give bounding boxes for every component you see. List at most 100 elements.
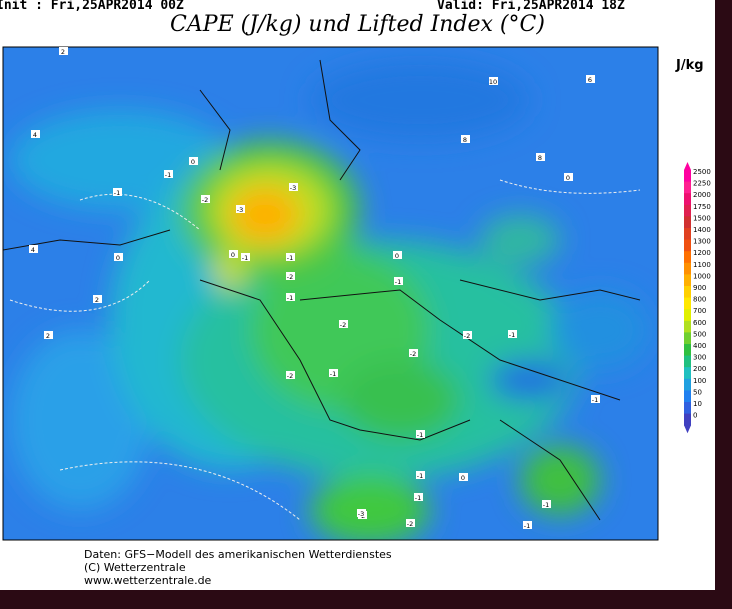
- contour-label: 0: [231, 251, 235, 259]
- colorbar-swatch: [684, 297, 691, 310]
- contour-label-bg: [286, 253, 295, 261]
- colorbar-swatch: [684, 251, 691, 264]
- colorbar-swatch: [684, 239, 691, 252]
- contour-label: -3: [237, 206, 243, 214]
- colorbar-swatch: [684, 413, 691, 426]
- colorbar-label: 800: [693, 296, 706, 304]
- contour-label-bg: [286, 371, 295, 379]
- contour-label: 2: [46, 332, 50, 340]
- colorbar-swatch: [684, 181, 691, 194]
- contour-label-bg: [508, 330, 517, 338]
- contour-label-bg: [461, 135, 470, 143]
- contour-label-bg: [236, 205, 245, 213]
- contour-label-bg: [414, 493, 423, 501]
- contour-label: -2: [340, 321, 346, 329]
- contour-label-bg: [536, 153, 545, 161]
- colorbar-label: 400: [693, 342, 706, 350]
- colorbar-label: 900: [693, 284, 706, 292]
- contour-label-bg: [29, 245, 38, 253]
- contour-label-bg: [113, 188, 122, 196]
- contour-label-bg: [229, 250, 238, 258]
- init-time: Init : Fri,25APR2014 00Z: [0, 0, 184, 13]
- colorbar-label: 1400: [693, 226, 711, 234]
- colorbar-label: 1300: [693, 238, 711, 246]
- contour-label-bg: [489, 77, 498, 85]
- contour-label-bg: [357, 509, 366, 517]
- colorbar-label: 1200: [693, 249, 711, 257]
- contour-label-bg: [523, 521, 532, 529]
- contour-label-bg: [339, 320, 348, 328]
- colorbar-label: 200: [693, 365, 706, 373]
- contour-label: -3: [358, 510, 364, 518]
- contour-label-bg: [409, 349, 418, 357]
- contour-label: -1: [543, 501, 549, 509]
- colorbar-swatch: [684, 170, 691, 183]
- contour-label: -1: [395, 278, 401, 286]
- contour-label: -1: [415, 494, 421, 502]
- contour-label: -2: [410, 350, 416, 358]
- colorbar-swatch: [684, 216, 691, 229]
- border-strip: [0, 590, 732, 609]
- contour-label-bg: [201, 195, 210, 203]
- colorbar-label: 1750: [693, 203, 711, 211]
- contour-label: 0: [566, 174, 570, 182]
- contour-label-bg: [416, 471, 425, 479]
- contour-label: 2: [95, 296, 99, 304]
- contour-label: 4: [31, 246, 35, 254]
- border-strip: [715, 0, 732, 609]
- colorbar-label: 100: [693, 377, 706, 385]
- contour-label-bg: [586, 75, 595, 83]
- colorbar-label: 0: [693, 412, 697, 420]
- contour-label-bg: [31, 130, 40, 138]
- contour-label-bg: [286, 293, 295, 301]
- contour-label-bg: [329, 369, 338, 377]
- colorbar-label: 2250: [693, 180, 711, 188]
- contour-label-bg: [59, 47, 68, 55]
- colorbar-tip: [684, 162, 691, 170]
- colorbar-swatch: [684, 367, 691, 380]
- contour-label-bg: [286, 272, 295, 280]
- colorbar-swatch: [684, 390, 691, 403]
- contour-label-bg: [44, 331, 53, 339]
- colorbar-label: 1000: [693, 272, 711, 280]
- colorbar-swatch: [684, 320, 691, 333]
- contour-label: -1: [592, 396, 598, 404]
- contour-label: 0: [116, 254, 120, 262]
- contour-label-bg: [542, 500, 551, 508]
- colorbar-swatch: [684, 286, 691, 299]
- colorbar-swatch: [684, 228, 691, 241]
- contour-label: 8: [463, 136, 467, 144]
- colorbar-label: 1500: [693, 214, 711, 222]
- contour-label: -1: [287, 254, 293, 262]
- colorbar-swatch: [684, 274, 691, 287]
- contour-label: 8: [538, 154, 542, 162]
- colorbar-swatch: [684, 204, 691, 217]
- contour-label: -1: [330, 370, 336, 378]
- contour-label: -1: [242, 254, 248, 262]
- contour-label: -1: [287, 294, 293, 302]
- contour-label-bg: [93, 295, 102, 303]
- contour-label-bg: [289, 183, 298, 191]
- contour-label: 10: [489, 78, 497, 86]
- contour-label: -1: [165, 171, 171, 179]
- map-frame: [2, 46, 659, 541]
- colorbar-label: 2000: [693, 191, 711, 199]
- contour-label: -3: [290, 184, 296, 192]
- contour-label: -2: [464, 332, 470, 340]
- colorbar-swatch: [684, 332, 691, 345]
- contour-label: -2: [287, 372, 293, 380]
- contour-label: -2: [202, 196, 208, 204]
- contour-label: 0: [395, 252, 399, 260]
- colorbar-label: 10: [693, 400, 702, 408]
- contour-label: -1: [524, 522, 530, 530]
- colorbar-swatch: [684, 344, 691, 357]
- contour-label-bg: [189, 157, 198, 165]
- contour-label: -1: [417, 472, 423, 480]
- contour-label-bg: [164, 170, 173, 178]
- colorbar-swatch: [684, 262, 691, 275]
- colorbar-label: 600: [693, 319, 706, 327]
- contour-label-bg: [393, 251, 402, 259]
- contour-label-bg: [241, 253, 250, 261]
